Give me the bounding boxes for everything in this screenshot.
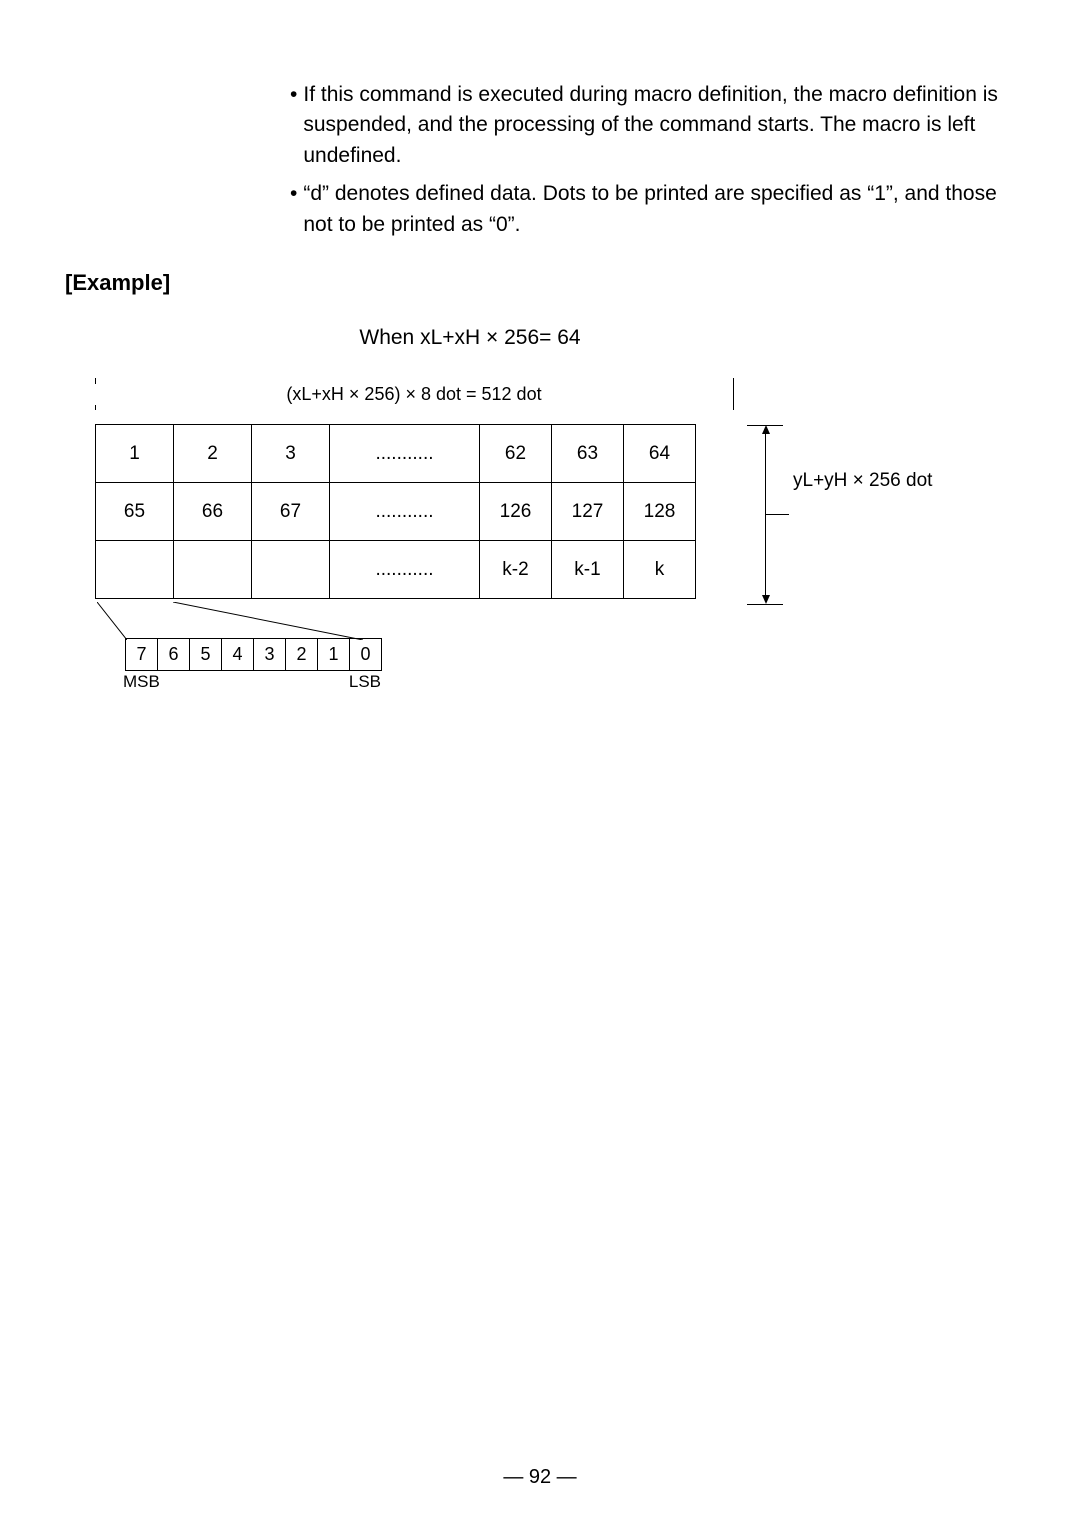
- v-tick-bottom: [747, 604, 783, 605]
- cell: 67: [252, 483, 330, 541]
- cell: 3: [252, 425, 330, 483]
- lsb-label: LSB: [349, 672, 381, 692]
- diagram: (xL+xH × 256) × 8 dot = 512 dot 1 2 3 ..…: [95, 370, 1015, 710]
- v-dimension-line: [765, 430, 766, 600]
- cell: 65: [96, 483, 174, 541]
- bit-cell: 2: [286, 639, 318, 671]
- cell: [96, 541, 174, 599]
- zoom-connector-right: [173, 602, 363, 640]
- cell: [174, 541, 252, 599]
- bit-cell: 0: [350, 639, 382, 671]
- cell: ...........: [330, 541, 480, 599]
- cell: 64: [624, 425, 696, 483]
- bullet-marker: •: [290, 179, 297, 240]
- cell: ...........: [330, 483, 480, 541]
- byte-grid-table: 1 2 3 ........... 62 63 64 65 66 67 ....…: [95, 424, 696, 599]
- bit-cell: 1: [318, 639, 350, 671]
- h-dim-text: (xL+xH × 256) × 8 dot = 512 dot: [278, 384, 549, 404]
- bit-table: 7 6 5 4 3 2 1 0: [125, 638, 382, 671]
- cell: ...........: [330, 425, 480, 483]
- bit-cell: 5: [190, 639, 222, 671]
- v-dimension-label: yL+yH × 256 dot: [793, 470, 932, 492]
- table-row: 1 2 3 ........... 62 63 64: [96, 425, 696, 483]
- bullet-text: If this command is executed during macro…: [303, 80, 1015, 171]
- cell: 62: [480, 425, 552, 483]
- cell: k-1: [552, 541, 624, 599]
- cell: 63: [552, 425, 624, 483]
- h-dimension-label: (xL+xH × 256) × 8 dot = 512 dot: [95, 384, 733, 405]
- zoom-connector-left: [97, 602, 127, 640]
- cell: 128: [624, 483, 696, 541]
- bullet-item: • “d” denotes defined data. Dots to be p…: [290, 179, 1015, 240]
- bit-cell: 4: [222, 639, 254, 671]
- cell: 2: [174, 425, 252, 483]
- bullet-marker: •: [290, 80, 297, 171]
- bit-cell: 6: [158, 639, 190, 671]
- table-row: ........... k-2 k-1 k: [96, 541, 696, 599]
- bullet-text: “d” denotes defined data. Dots to be pri…: [303, 179, 1015, 240]
- cell: 1: [96, 425, 174, 483]
- diagram-caption: When xL+xH × 256= 64: [0, 326, 1015, 350]
- cell: k: [624, 541, 696, 599]
- bullet-item: • If this command is executed during mac…: [290, 80, 1015, 171]
- v-branch-line: [765, 514, 789, 515]
- cell: 127: [552, 483, 624, 541]
- table-row: 7 6 5 4 3 2 1 0: [126, 639, 382, 671]
- bit-cell: 7: [126, 639, 158, 671]
- arrow-up-icon: [762, 425, 770, 434]
- bit-cell: 3: [254, 639, 286, 671]
- cell: k-2: [480, 541, 552, 599]
- bullet-list: • If this command is executed during mac…: [290, 80, 1015, 240]
- cell: [252, 541, 330, 599]
- arrow-down-icon: [762, 595, 770, 604]
- cell: 126: [480, 483, 552, 541]
- page-number: — 92 —: [0, 1466, 1080, 1489]
- example-heading: [Example]: [65, 270, 1015, 296]
- msb-label: MSB: [123, 672, 160, 692]
- h-tick-right: [733, 378, 734, 410]
- cell: 66: [174, 483, 252, 541]
- table-row: 65 66 67 ........... 126 127 128: [96, 483, 696, 541]
